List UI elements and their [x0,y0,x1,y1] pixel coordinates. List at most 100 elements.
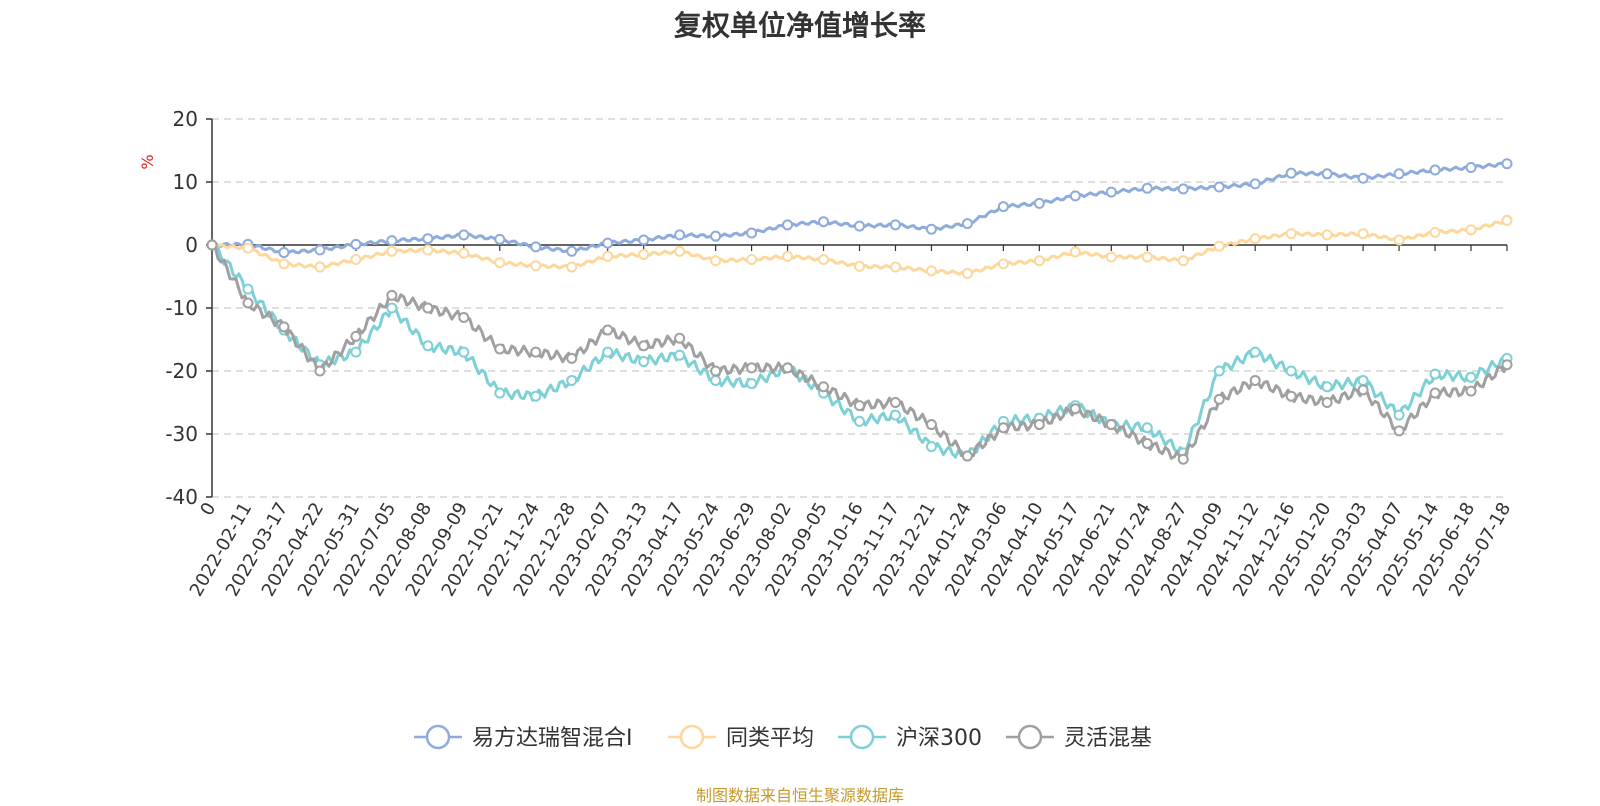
data-point [422,302,434,314]
data-point [818,381,830,393]
data-point [818,216,830,228]
data-point [889,397,901,408]
data-point [925,419,937,431]
data-point [458,346,470,358]
data-point [242,297,254,309]
legend-item[interactable]: 同类平均 [668,724,814,751]
data-point [854,220,865,232]
data-point [889,261,901,273]
data-point [1177,183,1189,195]
data-point [1357,172,1369,184]
data-point [566,245,578,257]
legend[interactable]: 易方达瑞智混合I 同类平均 沪深300 灵活混基 [414,724,1152,751]
data-point [1213,393,1225,405]
data-point [602,324,614,336]
data-point [1033,255,1045,267]
data-point [1393,234,1405,246]
data-point [1465,224,1477,236]
data-point [350,330,362,342]
data-point [746,253,758,265]
data-point [746,378,758,390]
series-lines [206,158,1513,465]
data-point [1141,422,1153,434]
data-point [386,245,398,257]
legend-item[interactable]: 灵活混基 [1006,724,1152,751]
data-point [638,248,650,260]
data-point [1321,168,1333,180]
data-point [925,441,937,453]
series-line [211,243,1509,461]
series-line [211,161,1508,256]
data-point [638,356,650,368]
data-point [566,261,578,273]
data-point [1285,228,1297,240]
source-note: 制图数据来自恒生聚源数据库 [695,786,904,805]
data-point [206,239,218,251]
data-point [1429,164,1441,176]
data-point [458,311,470,323]
data-point [710,374,722,386]
data-point [1357,384,1369,396]
data-point [1213,365,1225,377]
data-point [1033,419,1045,431]
legend-marker [425,724,451,750]
data-point [1141,437,1153,449]
data-point [1069,403,1081,415]
data-point [997,422,1009,434]
data-point [1465,371,1477,383]
data-point [782,362,794,374]
data-point [242,242,254,254]
data-point [638,234,650,246]
data-point [1357,228,1369,240]
data-point [1429,368,1441,380]
data-point [1465,385,1477,397]
legend-item[interactable]: 易方达瑞智混合I [414,724,633,751]
data-point [782,219,794,231]
data-point [854,260,865,272]
data-point [997,258,1009,270]
data-point [710,365,722,377]
data-point [782,250,794,262]
data-point [889,409,901,421]
legend-item[interactable]: 沪深300 [838,724,982,751]
data-point [530,260,542,272]
data-point [1069,246,1081,258]
data-point [458,229,470,241]
data-point [530,346,542,358]
data-point [530,241,542,253]
data-point [242,283,254,295]
data-point [1285,390,1297,402]
data-point [1465,162,1477,174]
data-point [602,346,614,358]
data-point [494,257,506,269]
legend-label: 易方达瑞智混合I [472,726,633,751]
y-tick-label: -10 [165,296,198,320]
data-point [818,253,830,265]
data-point [1393,409,1405,421]
data-point [1501,214,1513,226]
data-point [278,321,290,333]
y-tick-label: 20 [173,107,198,131]
y-tick-label: 10 [173,170,198,194]
data-point [566,352,578,364]
data-point [350,253,362,265]
data-point [530,390,542,402]
data-point [746,227,758,239]
data-point [1429,226,1441,238]
grid-lines [212,118,1507,498]
data-point [710,255,722,267]
data-point [1249,178,1261,190]
data-point [854,400,865,412]
data-point [710,230,722,242]
data-point [422,244,434,256]
legend-label: 沪深300 [896,726,982,751]
data-point [314,261,326,273]
y-tick-label: -20 [165,359,198,383]
data-point [314,244,326,256]
data-point [674,349,686,361]
data-point [278,247,290,259]
data-point [602,237,614,249]
data-point [1213,181,1225,193]
y-tick-label: -30 [165,422,198,446]
data-point [458,247,470,259]
